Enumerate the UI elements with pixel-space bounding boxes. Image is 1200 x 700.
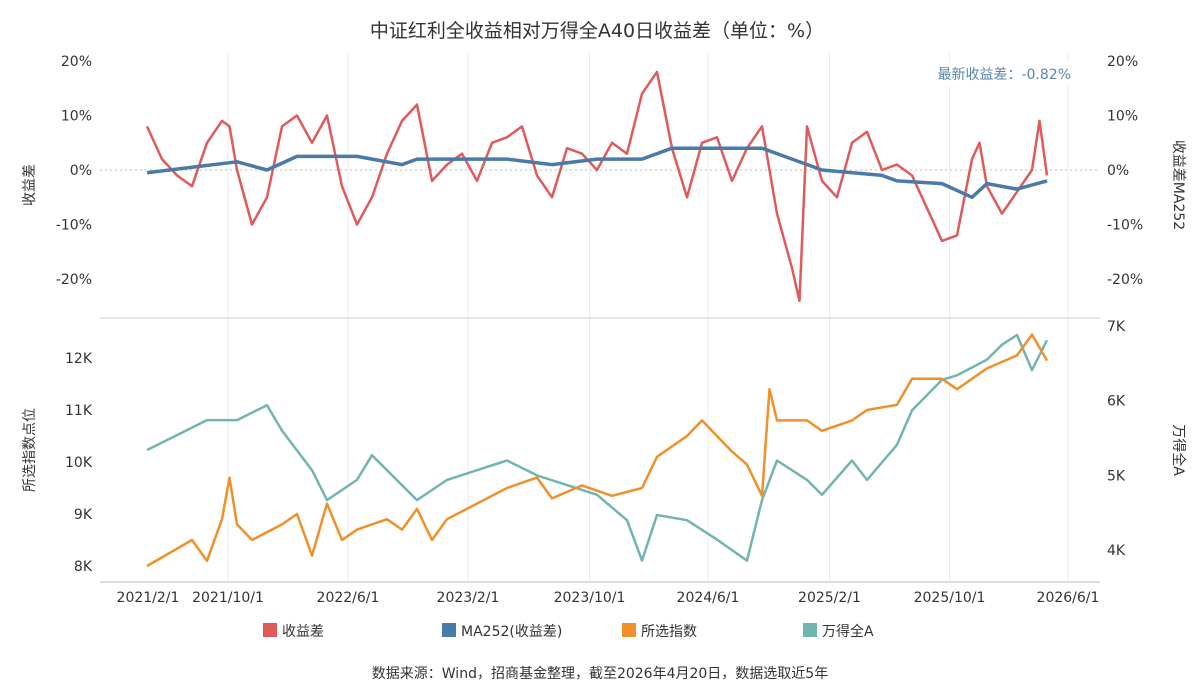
legend-item-wind-a[interactable]: 万得全A bbox=[803, 623, 874, 640]
x-tick-label: 2021/10/1 bbox=[192, 590, 264, 606]
legend-label: 万得全A bbox=[822, 623, 874, 640]
top-y-tick-left: 10% bbox=[61, 109, 92, 125]
bottom-y-tick-left: 9K bbox=[74, 507, 93, 523]
x-tick-label: 2024/6/1 bbox=[677, 590, 740, 606]
series-line-wind-a bbox=[146, 333, 1049, 562]
legend-swatch bbox=[442, 623, 456, 637]
bottom-y-tick-left: 8K bbox=[74, 559, 93, 575]
legend-swatch bbox=[263, 623, 277, 637]
top-y-tick-right: 10% bbox=[1107, 109, 1138, 125]
x-tick-label: 2025/10/1 bbox=[914, 590, 986, 606]
series-line-spread bbox=[145, 70, 1049, 303]
legend-swatch bbox=[803, 623, 817, 637]
x-tick-label: 2023/10/1 bbox=[554, 590, 626, 606]
top-y-tick-right: 0% bbox=[1107, 163, 1129, 179]
top-y-tick-left: -20% bbox=[56, 272, 92, 288]
latest-annotation: 最新收益差：-0.82% bbox=[937, 67, 1071, 83]
top-y-tick-left: 0% bbox=[70, 163, 92, 179]
series-line-selected-index bbox=[146, 333, 1049, 568]
source-note: 数据来源：Wind，招商基金整理，截至2026年4月20日，数据选取近5年 bbox=[372, 665, 828, 682]
legend-swatch bbox=[622, 623, 636, 637]
top-y-tick-left: -10% bbox=[56, 218, 92, 234]
chart-title: 中证红利全收益相对万得全A40日收益差（单位：%） bbox=[370, 20, 824, 42]
legend-label: 所选指数 bbox=[641, 624, 697, 640]
bottom-y-tick-right: 7K bbox=[1107, 319, 1126, 335]
x-tick-label: 2026/6/1 bbox=[1037, 590, 1100, 606]
bottom-ylabel-right: 万得全A bbox=[1170, 424, 1187, 476]
series-line-ma252 bbox=[146, 146, 1048, 200]
bottom-ylabel-left: 所选指数点位 bbox=[22, 408, 38, 492]
x-tick-label: 2021/2/1 bbox=[117, 590, 180, 606]
bottom-y-tick-right: 6K bbox=[1107, 394, 1126, 410]
legend-item-spread[interactable]: 收益差 bbox=[263, 623, 324, 640]
top-y-tick-right: -20% bbox=[1107, 272, 1143, 288]
top-y-tick-right: -10% bbox=[1107, 218, 1143, 234]
bottom-y-tick-left: 12K bbox=[65, 351, 93, 367]
x-tick-label: 2022/6/1 bbox=[317, 590, 380, 606]
bottom-y-tick-right: 4K bbox=[1107, 543, 1126, 559]
legend-item-ma252[interactable]: MA252(收益差) bbox=[442, 623, 562, 640]
x-tick-label: 2023/2/1 bbox=[437, 590, 500, 606]
bottom-y-tick-left: 10K bbox=[65, 455, 93, 471]
annotation-bg bbox=[920, 62, 1080, 86]
x-tick-label: 2025/2/1 bbox=[798, 590, 861, 606]
legend-label: 收益差 bbox=[282, 624, 324, 640]
top-ylabel-right: 收益差MA252 bbox=[1170, 140, 1186, 230]
legend: 收益差 MA252(收益差) 所选指数 万得全A bbox=[263, 623, 874, 640]
top-ylabel-left: 收益差 bbox=[22, 164, 38, 206]
bottom-y-tick-left: 11K bbox=[65, 403, 93, 419]
legend-item-selected-index[interactable]: 所选指数 bbox=[622, 623, 697, 640]
legend-label: MA252(收益差) bbox=[461, 624, 562, 640]
top-y-tick-right: 20% bbox=[1107, 54, 1138, 70]
bottom-y-tick-right: 5K bbox=[1107, 468, 1126, 484]
top-y-tick-left: 20% bbox=[61, 54, 92, 70]
